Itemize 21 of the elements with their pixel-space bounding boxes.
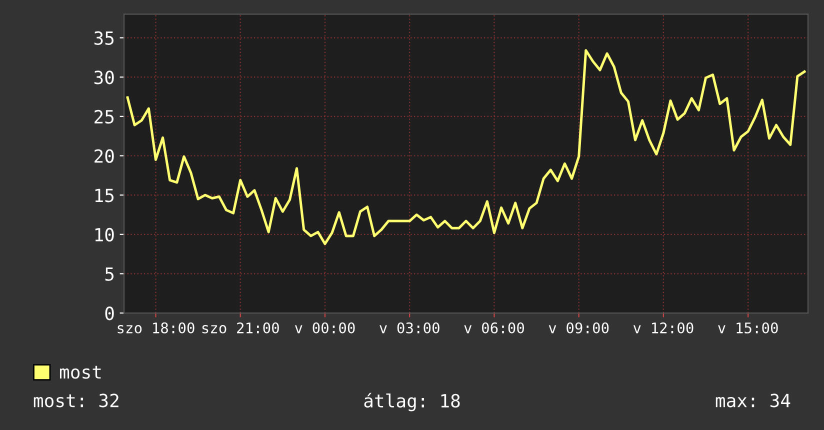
y-tick-label: 35 [94,31,114,45]
y-tick-label: 0 [105,306,114,320]
x-tick-label: v 06:00 [464,322,524,334]
x-tick-label: v 15:00 [718,322,778,334]
legend-label: most [60,366,101,379]
text: átlag: 18 [364,392,460,412]
y-tick-label: 25 [94,110,114,124]
text: max: 34 [716,394,790,408]
text: most: 32 [34,394,118,408]
x-tick-label: szo 18:00 [118,322,194,334]
y-tick-label: 5 [105,267,114,281]
x-tick-label: v 03:00 [380,322,440,334]
x-tick-label: v 12:00 [633,322,694,334]
y-tick-label: 10 [95,228,114,242]
x-tick-label: szo 21:00 [202,322,279,334]
y-tick-label: 30 [94,70,114,84]
y-tick-label: 15 [95,188,114,202]
x-tick-label: v 00:00 [294,322,355,334]
y-tick-label: 20 [94,149,114,163]
x-tick-label: v 09:00 [548,322,609,334]
line-series [126,49,806,246]
